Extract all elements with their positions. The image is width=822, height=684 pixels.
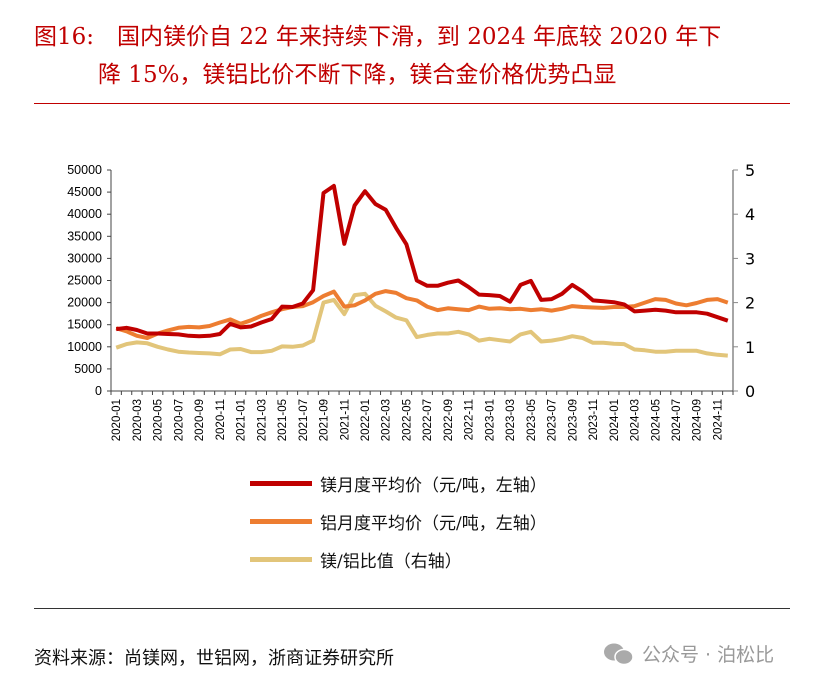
y-right-tick-label: 1: [745, 338, 755, 357]
x-tick-label: 2022-03: [381, 399, 393, 441]
legend-label: 镁/铝比值（右轴）: [320, 551, 462, 572]
x-tick-label: 2023-05: [526, 399, 538, 441]
series-line-2: [115, 291, 728, 358]
x-tick-label: 2021-03: [256, 399, 268, 441]
y-left-tick-label: 35000: [67, 229, 102, 243]
legend-swatch: [250, 518, 312, 524]
x-tick-label: 2020-03: [132, 399, 144, 441]
watermark: 公众号 · 泊松比: [602, 640, 774, 667]
title-divider: [34, 103, 790, 104]
legend-swatch: [250, 480, 312, 486]
x-tick-label: 2024-09: [692, 399, 704, 441]
legend-swatch: [250, 556, 312, 562]
x-tick-label: 2023-09: [567, 399, 579, 441]
title-line-1: 图16: 国内镁价自 22 年来持续下滑，到 2024 年底较 2020 年下: [34, 24, 722, 50]
x-tick-label: 2024-05: [650, 399, 662, 441]
x-tick-label: 2020-09: [194, 399, 206, 441]
x-tick-label: 2021-11: [339, 399, 351, 440]
x-tick-label: 2020-07: [173, 399, 185, 441]
y-left-tick-label: 45000: [67, 185, 102, 199]
x-tick-label: 2024-03: [630, 399, 642, 441]
y-left-tick-label: 30000: [67, 251, 102, 265]
y-left-tick-label: 5000: [74, 362, 102, 376]
legend-label: 铝月度平均价（元/吨，左轴）: [320, 513, 547, 534]
series-line-1: [115, 289, 729, 340]
y-right-tick-label: 4: [745, 205, 755, 224]
y-left-tick-label: 20000: [67, 296, 102, 310]
y-left-tick-label: 25000: [67, 274, 102, 288]
x-tick-label: 2021-09: [319, 399, 331, 441]
x-tick-label: 2022-01: [360, 399, 372, 441]
x-tick-label: 2024-07: [671, 399, 683, 441]
title-line-2: 降 15%，镁铝比价不断下降，镁合金价格优势凸显: [98, 62, 617, 88]
y-right-tick-label: 0: [745, 382, 755, 401]
line-chart: 0 5000 10000 15000 20000 25000 30000 35000 40000…: [67, 161, 755, 441]
legend: 镁月度平均价（元/吨，左轴） 铝月度平均价（元/吨，左轴） 镁/铝比值（右轴）: [250, 464, 547, 578]
x-tick-label: 2022-09: [443, 399, 455, 441]
x-tick-label: 2021-01: [236, 399, 248, 441]
x-tick-label: 2023-07: [547, 399, 559, 441]
x-tick-label: 2022-07: [422, 399, 434, 441]
x-tick-label: 2022-05: [401, 399, 413, 441]
legend-item-al: 铝月度平均价（元/吨，左轴）: [250, 502, 547, 540]
series-line-0: [115, 183, 729, 339]
y-right-tick-label: 2: [745, 294, 755, 313]
x-tick-label: 2020-05: [153, 399, 165, 441]
x-tick-label: 2023-01: [484, 399, 496, 441]
x-tick-label: 2024-11: [712, 399, 724, 440]
x-tick-label: 2024-01: [609, 399, 621, 441]
source-note: 资料来源：尚镁网，世铝网，浙商证券研究所: [34, 648, 394, 669]
wechat-icon: [604, 643, 634, 665]
watermark-text: 公众号 · 泊松比: [642, 644, 775, 666]
x-tick-label: 2021-07: [298, 399, 310, 441]
x-tick-label: 2023-03: [505, 399, 517, 441]
legend-label: 镁月度平均价（元/吨，左轴）: [320, 475, 547, 496]
x-tick-label: 2020-11: [215, 399, 227, 440]
y-left-tick-label: 50000: [67, 163, 102, 177]
y-left-tick-label: 40000: [67, 207, 102, 221]
y-right-tick-label: 5: [745, 161, 755, 180]
y-left-tick-label: 0: [95, 384, 102, 398]
y-left-tick-label: 15000: [67, 318, 102, 332]
legend-item-mg: 镁月度平均价（元/吨，左轴）: [250, 464, 547, 502]
x-tick-label: 2023-11: [588, 399, 600, 440]
x-tick-label: 2020-01: [111, 399, 123, 441]
footer-divider: [34, 608, 790, 609]
y-left-tick-label: 10000: [67, 340, 102, 354]
y-right-tick-label: 3: [745, 249, 755, 268]
x-tick-label: 2021-05: [277, 399, 289, 441]
legend-item-ratio: 镁/铝比值（右轴）: [250, 540, 547, 578]
x-tick-label: 2022-11: [464, 399, 476, 440]
figure-title: 图16: 国内镁价自 22 年来持续下滑，到 2024 年底较 2020 年下 …: [34, 18, 721, 94]
